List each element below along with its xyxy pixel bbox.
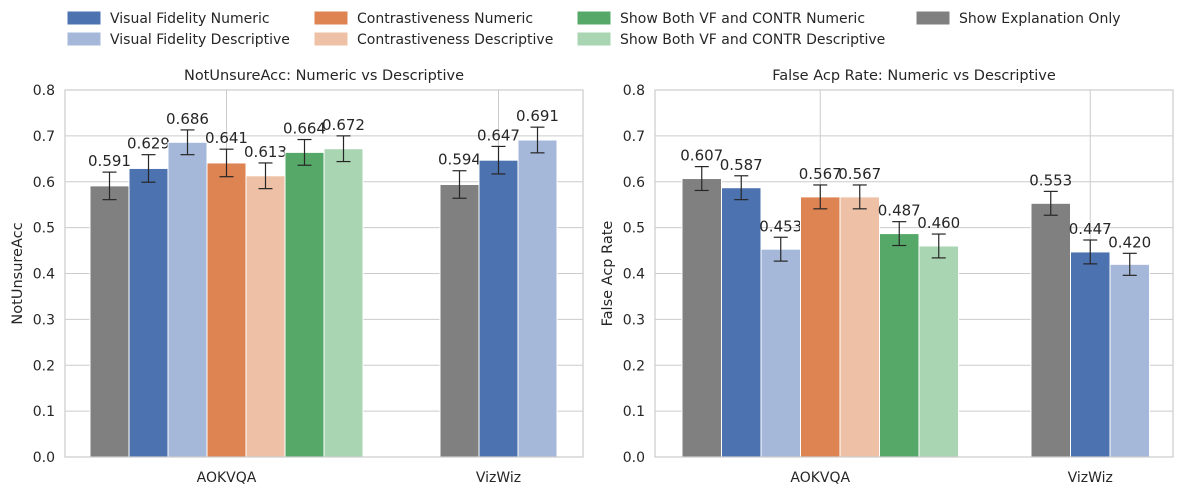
data-label: 0.691 [516,107,559,125]
bar [167,141,208,458]
y-axis-label: NotUnsureAcc [10,222,26,324]
data-label: 0.567 [799,165,842,183]
bar [879,233,920,458]
bar [681,178,722,458]
data-label: 0.647 [477,126,520,144]
data-label: 0.420 [1108,233,1151,251]
x-category-label: VizWiz [1068,470,1113,486]
bar [206,162,247,458]
legend-swatch [314,32,348,46]
bar [1030,202,1071,458]
bar [1109,263,1150,458]
axes-frame [654,89,1174,458]
y-tick-label: 0.1 [33,404,55,420]
data-label: 0.594 [438,151,481,169]
y-axis-label: False Acp Rate [600,221,616,327]
bar [1070,251,1111,458]
y-tick-label: 0.8 [623,83,645,99]
data-label: 0.447 [1069,220,1112,238]
data-label: 0.553 [1029,171,1072,189]
y-tick-label: 0.3 [33,312,55,328]
axes-frame [64,89,584,458]
data-label: 0.629 [127,135,170,153]
y-tick-label: 0.4 [33,267,55,283]
x-category-label: AOKVQA [197,470,257,486]
y-tick-label: 0.5 [623,221,645,237]
data-label: 0.607 [680,147,723,165]
y-tick-label: 0.3 [623,312,645,328]
legend-label: Show Both VF and CONTR Descriptive [620,32,885,48]
bar [800,196,841,458]
data-label: 0.460 [917,214,960,232]
bar [839,196,880,458]
y-tick-label: 0.1 [623,404,645,420]
data-label: 0.487 [878,202,921,220]
chart-title: False Acp Rate: Numeric vs Descriptive [772,68,1056,84]
y-tick-label: 0.2 [623,358,645,374]
bar [760,248,801,458]
y-tick-label: 0.2 [33,358,55,374]
y-tick-label: 0.7 [623,129,645,145]
bar [284,151,325,458]
data-label: 0.672 [322,116,365,134]
y-tick-label: 0.6 [33,175,55,191]
data-label: 0.453 [759,217,802,235]
y-tick-label: 0.5 [33,221,55,237]
legend-swatch [67,11,101,25]
x-category-label: VizWiz [476,470,521,486]
bar [323,148,364,458]
data-label: 0.613 [244,143,287,161]
legend-label: Contrastiveness Numeric [357,11,533,27]
legend-label: Show Both VF and CONTR Numeric [620,11,865,27]
data-label: 0.591 [88,152,131,170]
bar [128,167,169,458]
bar [517,139,558,458]
y-tick-label: 0.4 [623,267,645,283]
bar [918,245,959,458]
data-label: 0.686 [166,110,209,128]
bar [245,175,286,458]
legend-swatch [577,11,611,25]
data-label: 0.587 [720,156,763,174]
y-tick-label: 0.0 [623,450,645,466]
bar [439,184,480,458]
legend-label: Show Explanation Only [959,11,1121,27]
legend-label: Visual Fidelity Descriptive [110,32,290,48]
x-category-label: AOKVQA [790,470,850,486]
bar [478,159,519,458]
y-tick-label: 0.0 [33,450,55,466]
y-tick-label: 0.7 [33,129,55,145]
legend-label: Contrastiveness Descriptive [357,32,553,48]
data-label: 0.567 [838,165,881,183]
data-label: 0.641 [205,129,248,147]
legend: Visual Fidelity Numeric Visual Fidelity D… [67,11,1121,48]
data-label: 0.664 [283,120,326,138]
y-tick-label: 0.6 [623,175,645,191]
legend-swatch [314,11,348,25]
bar [89,185,130,458]
y-tick-label: 0.8 [33,83,55,99]
legend-swatch [67,32,101,46]
legend-swatch [577,32,611,46]
legend-swatch [916,11,950,25]
legend-label: Visual Fidelity Numeric [110,11,270,27]
chart-title: NotUnsureAcc: Numeric vs Descriptive [184,68,464,84]
bar [721,187,762,458]
